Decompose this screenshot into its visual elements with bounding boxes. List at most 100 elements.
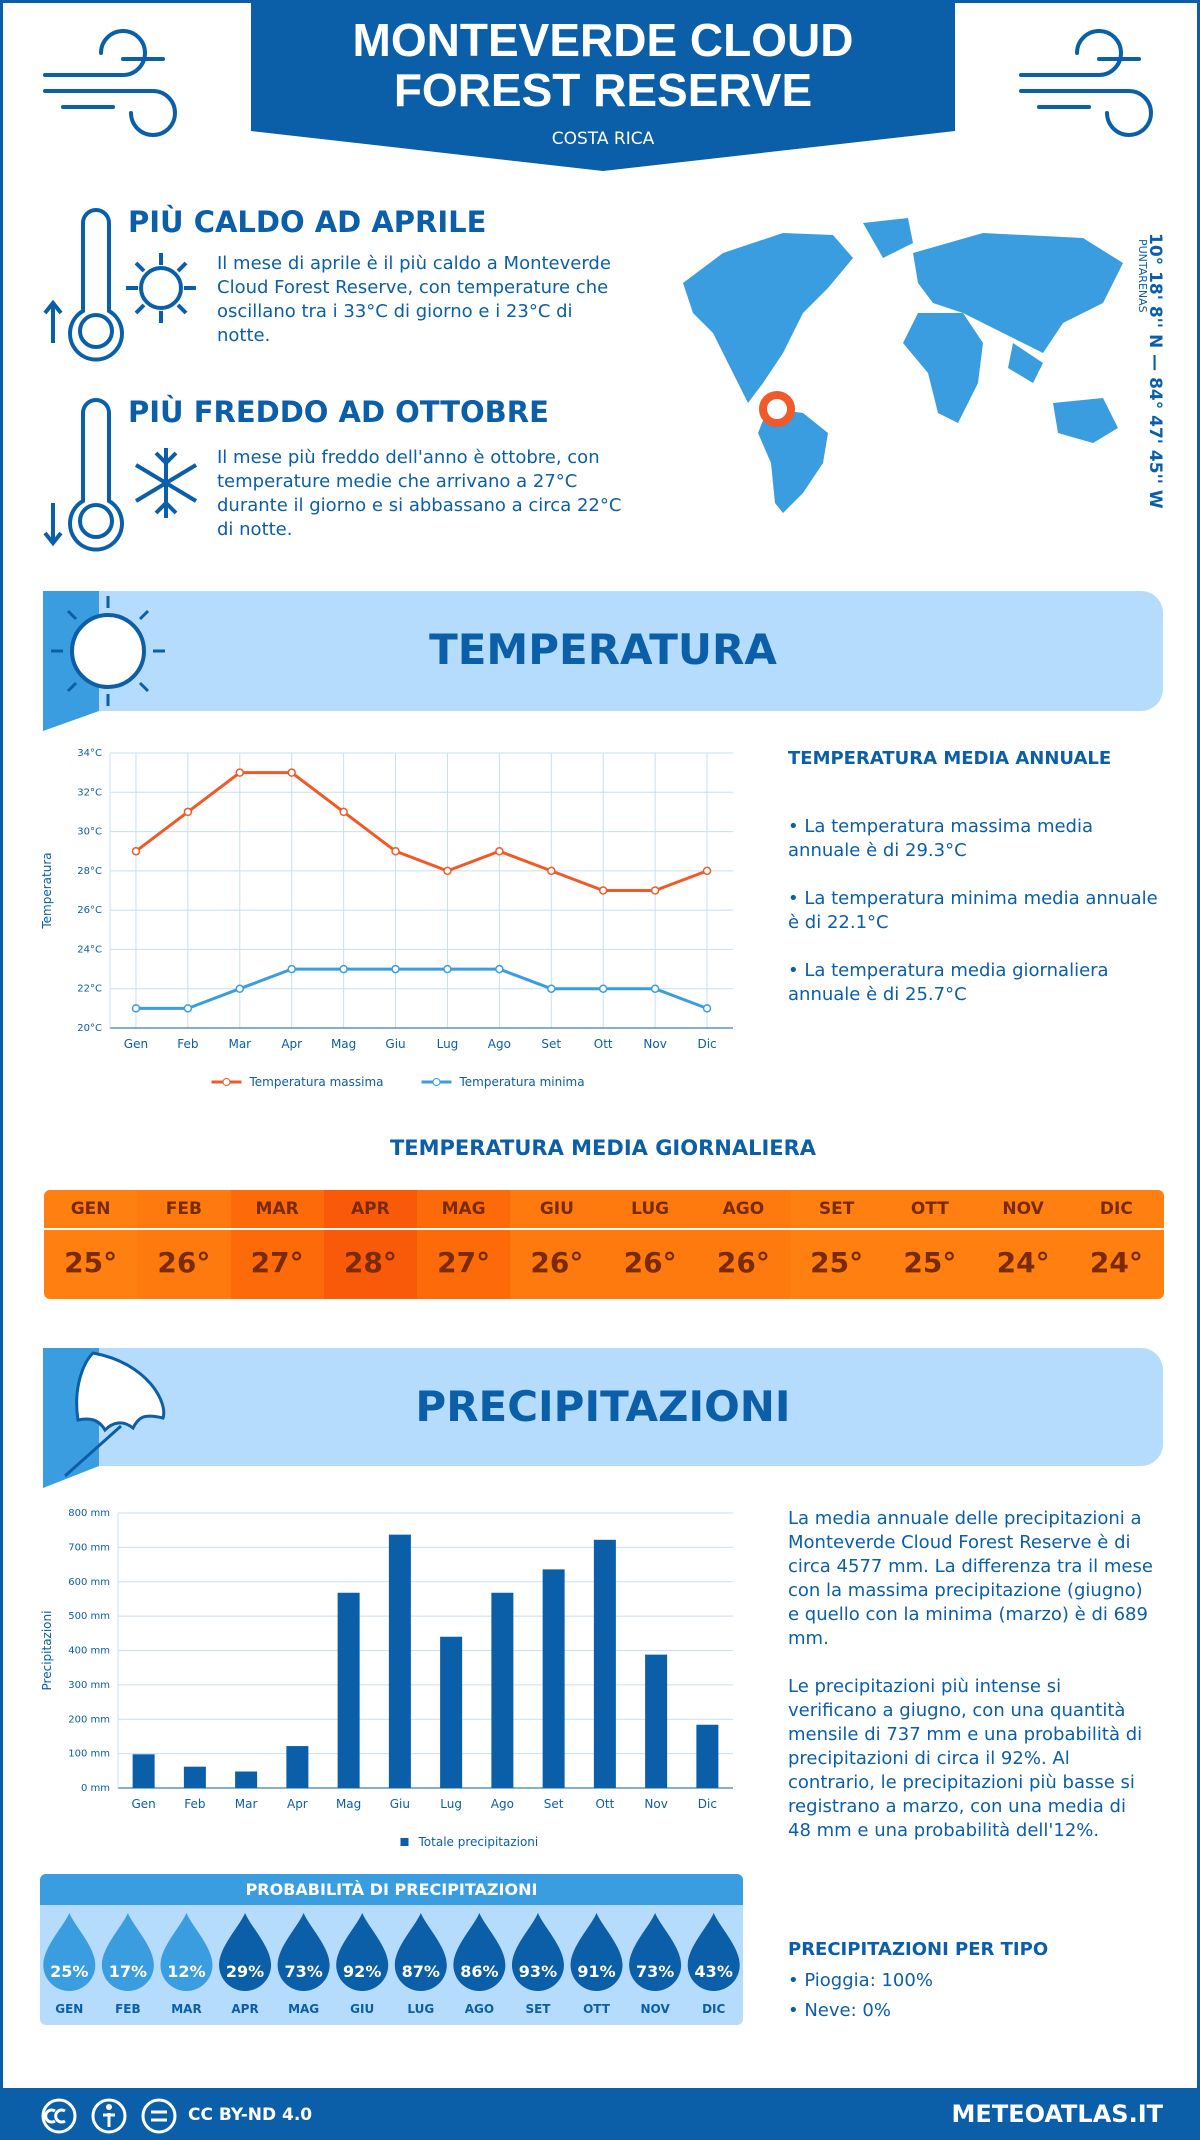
x-tick-label: Ott <box>595 1797 614 1811</box>
precip-type-item: • Pioggia: 100% <box>788 1970 933 1991</box>
day-cell-bg <box>137 1190 231 1299</box>
precip-paragraph: La media annuale delle precipitazioni a … <box>788 1508 1153 1649</box>
x-tick-label: Ago <box>491 1797 514 1811</box>
x-tick-label: Mag <box>336 1797 361 1811</box>
location-marker <box>759 391 795 427</box>
point <box>131 846 141 856</box>
y-tick-label: 24°C <box>77 944 102 955</box>
x-tick-label: Gen <box>124 1037 148 1051</box>
month-label: DIC <box>1099 1199 1133 1219</box>
probability-month: LUG <box>407 2002 434 2016</box>
point <box>183 1004 193 1013</box>
point <box>495 846 504 856</box>
probability-month: GIU <box>350 2002 374 2016</box>
probability-month: GEN <box>55 2002 83 2016</box>
drop <box>629 1913 682 1991</box>
month-label: OTT <box>910 1199 949 1219</box>
temp-value: 24° <box>1089 1246 1143 1279</box>
annual-temp-title: TEMPERATURA MEDIA ANNUALE <box>788 748 1112 769</box>
day-cell-bg <box>976 1190 1071 1299</box>
precip-type-title: PRECIPITAZIONI PER TIPO <box>788 1939 1049 1960</box>
point <box>339 807 348 817</box>
thermometer-icons <box>43 208 198 552</box>
day-cell-bg <box>790 1190 884 1299</box>
wind-icon <box>43 29 1153 137</box>
month-label: FEB <box>165 1199 202 1219</box>
probability-month: MAR <box>171 2002 201 2016</box>
divider <box>417 1228 511 1230</box>
point <box>235 984 245 993</box>
x-tick-label: Feb <box>177 1037 198 1051</box>
drop <box>160 1913 213 1991</box>
divider <box>1069 1228 1164 1230</box>
precip-type-item: • Neve: 0% <box>788 2000 891 2021</box>
legend-label: Totale precipitazioni <box>418 1835 539 1849</box>
precipitation-chart: 0 mm 100 mm 200 mm 300 mm 400 mm 500 mm 600 mm… <box>40 1508 733 1849</box>
point <box>702 866 712 876</box>
probability-month: MAG <box>288 2002 319 2016</box>
sun-icon <box>43 591 165 731</box>
y-tick-label: 28°C <box>77 866 102 877</box>
license: CC BY-ND 4.0 <box>188 2105 313 2125</box>
x-tick-label: Apr <box>287 1797 308 1811</box>
probability-box: PROBABILITÀ DI PRECIPITAZIONI <box>40 1874 743 2025</box>
probability-month: SET <box>525 2002 551 2016</box>
month-label: GIU <box>539 1199 574 1219</box>
temp-value: 26° <box>530 1246 584 1279</box>
y-tick-label: 800 mm <box>68 1508 110 1519</box>
x-tick-label: Feb <box>184 1797 205 1811</box>
drop <box>101 1913 154 1991</box>
probability-month: AGO <box>465 2002 494 2016</box>
point <box>547 866 556 876</box>
temp-value: 27° <box>250 1246 304 1279</box>
y-tick-label: 300 mm <box>68 1680 110 1691</box>
x-tick-label: Dic <box>698 1797 717 1811</box>
point <box>443 866 452 876</box>
temp-value: 25° <box>810 1246 864 1279</box>
probability-value: 92% <box>343 1962 381 1981</box>
precipitation-text: La media annuale delle precipitazioni a … <box>788 1507 1153 1867</box>
day-cell-bg <box>44 1190 138 1299</box>
x-tick-label: Ott <box>594 1037 613 1051</box>
temp-value: 26° <box>623 1246 677 1279</box>
divider <box>323 1228 418 1230</box>
x-tick-label: Nov <box>644 1797 667 1811</box>
month-label: LUG <box>631 1199 670 1219</box>
probability-value: 87% <box>402 1962 440 1981</box>
bar <box>388 1534 411 1788</box>
x-tick-label: Lug <box>437 1037 459 1051</box>
probability-drops: 25% GEN 17% FEB 12% MAR 29% APR 73% MAG 92% GIU 87% L… <box>43 1913 740 2016</box>
hottest-title: PIÙ CALDO AD APRILE <box>128 205 487 239</box>
region: PUNTARENAS <box>1136 239 1149 313</box>
legend-marker <box>432 1078 441 1086</box>
day-cell-bg <box>603 1190 698 1299</box>
x-tick-label: Set <box>544 1797 564 1811</box>
drop <box>277 1913 330 1991</box>
y-tick-label: 100 mm <box>68 1749 110 1760</box>
divider <box>790 1228 884 1230</box>
bar <box>235 1771 258 1788</box>
temp-value: 25° <box>64 1246 118 1279</box>
footer: CC BY-ND 4.0 METEOATLAS.IT <box>3 2088 1197 2140</box>
point <box>391 846 400 856</box>
precip-paragraph: Le precipitazioni più intense si verific… <box>788 1676 1143 1841</box>
y-tick-label: 400 mm <box>68 1646 110 1657</box>
divider <box>230 1228 325 1230</box>
bar <box>593 1539 616 1788</box>
point <box>131 1004 141 1013</box>
temp-value: 26° <box>716 1246 770 1279</box>
legend-marker <box>222 1078 231 1086</box>
point <box>650 984 660 993</box>
temp-value: 25° <box>903 1246 957 1279</box>
header-graphics <box>43 3 1153 171</box>
divider <box>976 1228 1071 1230</box>
coldest-text: Il mese più freddo dell'anno è ottobre, … <box>217 447 622 540</box>
x-tick-label: Mar <box>235 1797 258 1811</box>
probability-value: 91% <box>577 1962 615 1981</box>
annual-temp-item: • La temperatura minima media annuale è … <box>788 888 1158 933</box>
y-axis-label: Temperatura <box>40 852 54 929</box>
probability-value: 86% <box>460 1962 498 1981</box>
point <box>287 964 296 974</box>
probability-title: PROBABILITÀ DI PRECIPITAZIONI <box>40 1874 743 1905</box>
